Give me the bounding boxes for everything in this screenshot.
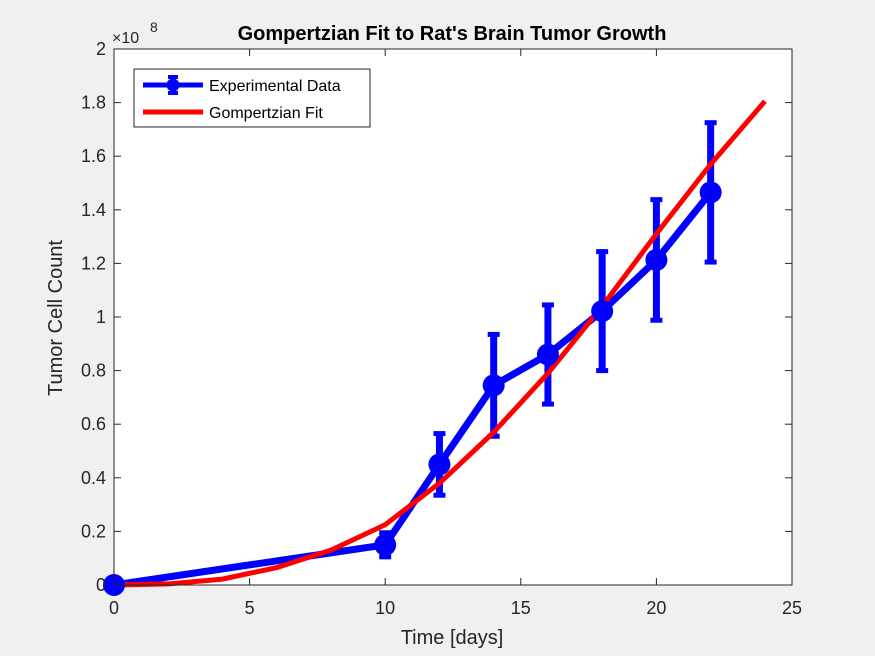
- y-tick-label: 0.4: [81, 468, 106, 488]
- y-exponent: ×10 8: [112, 19, 158, 47]
- series-line-experimental-data: [113, 190, 714, 589]
- plot-area: [114, 49, 792, 585]
- data-point: [536, 343, 559, 366]
- x-tick-label: 10: [375, 598, 395, 618]
- y-tick-label: 1.4: [81, 200, 106, 220]
- y-exponent-base: ×10: [112, 30, 139, 47]
- y-tick-label: 1.2: [81, 253, 106, 273]
- y-tick-label: 0.8: [81, 361, 106, 381]
- data-point: [699, 181, 722, 204]
- y-tick-label: 1.8: [81, 93, 106, 113]
- x-tick-label: 15: [511, 598, 531, 618]
- y-axis-label: Tumor Cell Count: [45, 240, 67, 396]
- data-point: [374, 533, 397, 556]
- y-tick-label: 0.2: [81, 521, 106, 541]
- legend-marker-experimental: [166, 78, 180, 92]
- y-tick-label: 0.6: [81, 414, 106, 434]
- chart-title: Gompertzian Fit to Rat's Brain Tumor Gro…: [238, 23, 667, 45]
- y-tick-label: 2: [96, 39, 106, 59]
- legend-label-experimental: Experimental Data: [209, 78, 341, 95]
- series-line-gompertzian-fit: [113, 99, 767, 588]
- legend-entry-experimental: Experimental Data: [143, 75, 341, 95]
- y-tick-label: 0: [96, 575, 106, 595]
- legend-label-fit: Gompertzian Fit: [209, 105, 323, 122]
- y-tick-label: 1.6: [81, 146, 106, 166]
- data-point: [482, 374, 505, 397]
- x-tick-label: 5: [245, 598, 255, 618]
- x-tick-label: 20: [646, 598, 666, 618]
- data-point: [428, 453, 451, 476]
- axes: 0 5 10 15 20 25 0 0.2 0.4 0.6 0.8 1 1.2 1.4 1.6 1.8 2: [81, 39, 802, 618]
- x-tick-label: 25: [782, 598, 802, 618]
- data-point: [591, 300, 614, 323]
- data-point: [645, 248, 668, 271]
- x-axis-label: Time [days]: [401, 627, 504, 649]
- y-tick-label: 1: [96, 307, 106, 327]
- y-exponent-power: 8: [150, 19, 158, 35]
- legend-entry-fit: Gompertzian Fit: [143, 105, 323, 122]
- x-tick-label: 0: [109, 598, 119, 618]
- plot-content: [103, 99, 767, 596]
- legend: Experimental Data Gompertzian Fit: [133, 68, 371, 128]
